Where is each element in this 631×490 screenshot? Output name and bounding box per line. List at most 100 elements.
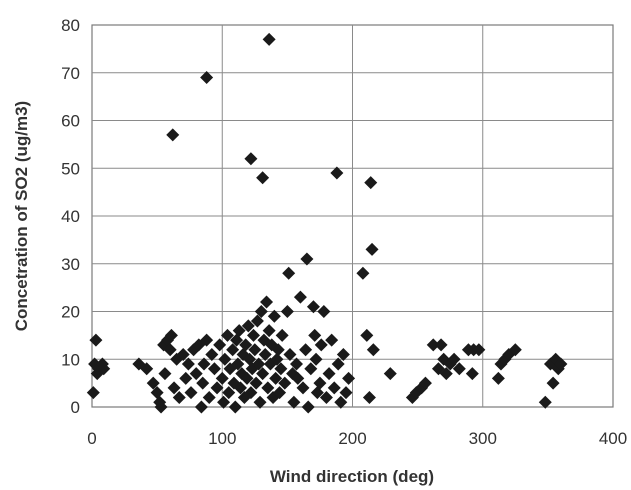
data-point xyxy=(366,343,380,357)
data-point xyxy=(472,343,486,357)
data-point xyxy=(262,324,276,338)
data-point xyxy=(283,347,297,361)
data-point xyxy=(179,371,193,385)
data-point xyxy=(197,357,211,371)
x-tick-label: 300 xyxy=(469,429,497,448)
data-point xyxy=(239,338,253,352)
data-point xyxy=(231,357,245,371)
data-point xyxy=(296,381,310,395)
data-point xyxy=(217,395,231,409)
data-point xyxy=(287,395,301,409)
data-point xyxy=(322,367,336,381)
data-point xyxy=(278,376,292,390)
data-point xyxy=(184,386,198,400)
data-point xyxy=(383,367,397,381)
data-point xyxy=(207,362,221,376)
data-point xyxy=(362,390,376,404)
y-tick-label: 30 xyxy=(61,255,80,274)
data-point xyxy=(226,343,240,357)
data-point xyxy=(434,338,448,352)
y-tick-label: 50 xyxy=(61,159,80,178)
data-point xyxy=(252,357,266,371)
data-point xyxy=(554,357,568,371)
data-point xyxy=(301,400,315,414)
data-point xyxy=(167,381,181,395)
x-tick-label: 200 xyxy=(338,429,366,448)
data-point xyxy=(538,395,552,409)
data-point xyxy=(213,338,227,352)
data-point xyxy=(313,376,327,390)
data-point xyxy=(228,400,242,414)
data-point xyxy=(308,328,322,342)
data-point xyxy=(256,367,270,381)
data-point xyxy=(330,166,344,180)
x-tick-label: 0 xyxy=(87,429,96,448)
data-point xyxy=(256,171,270,185)
data-point xyxy=(275,328,289,342)
y-tick-label: 20 xyxy=(61,303,80,322)
data-point xyxy=(202,390,216,404)
data-point xyxy=(146,376,160,390)
data-point xyxy=(274,362,288,376)
data-point xyxy=(491,371,505,385)
data-point xyxy=(260,295,274,309)
data-point xyxy=(447,352,461,366)
data-point xyxy=(200,333,214,347)
data-point xyxy=(97,362,111,376)
data-point xyxy=(317,305,331,318)
data-point xyxy=(176,347,190,361)
data-point xyxy=(365,242,379,256)
data-point xyxy=(154,400,168,414)
y-axis-title: Concetration of SO2 (ug/m3) xyxy=(12,101,31,331)
data-point xyxy=(166,128,180,142)
data-point xyxy=(243,352,257,366)
data-point xyxy=(261,381,275,395)
data-point xyxy=(339,386,353,400)
data-point xyxy=(269,371,283,385)
data-point xyxy=(426,338,440,352)
data-point xyxy=(439,367,453,381)
data-point xyxy=(299,343,313,357)
data-point xyxy=(194,400,208,414)
y-tick-label: 0 xyxy=(71,398,80,417)
data-point xyxy=(210,381,224,395)
data-point xyxy=(247,328,261,342)
x-tick-label: 100 xyxy=(208,429,236,448)
y-tick-label: 80 xyxy=(61,16,80,35)
data-point xyxy=(222,386,236,400)
data-point xyxy=(240,371,254,385)
data-point xyxy=(230,333,244,347)
data-point xyxy=(89,333,103,347)
data-point xyxy=(86,386,100,400)
data-point xyxy=(158,367,172,381)
data-point xyxy=(233,381,247,395)
data-point xyxy=(140,362,154,376)
data-point xyxy=(248,343,262,357)
data-point xyxy=(218,352,232,366)
data-point xyxy=(300,252,314,266)
data-point xyxy=(293,290,307,304)
data-point xyxy=(319,390,333,404)
x-tick-labels: 0 100 200 300 400 xyxy=(87,429,627,448)
data-point xyxy=(334,395,348,409)
data-point xyxy=(258,347,272,361)
data-point xyxy=(356,266,370,280)
y-tick-label: 70 xyxy=(61,64,80,83)
data-point xyxy=(508,343,522,357)
data-point xyxy=(336,347,350,361)
data-point xyxy=(189,367,203,381)
data-point xyxy=(262,32,276,46)
data-point xyxy=(267,309,281,323)
data-point xyxy=(418,376,432,390)
data-point xyxy=(327,381,341,395)
data-point xyxy=(196,376,210,390)
data-point xyxy=(271,343,285,357)
data-point xyxy=(164,328,178,342)
data-point xyxy=(452,362,466,376)
data-point xyxy=(181,357,195,371)
y-tick-label: 40 xyxy=(61,207,80,226)
data-point xyxy=(215,371,229,385)
data-point xyxy=(282,266,296,280)
y-tick-label: 60 xyxy=(61,112,80,131)
data-points xyxy=(86,32,568,414)
